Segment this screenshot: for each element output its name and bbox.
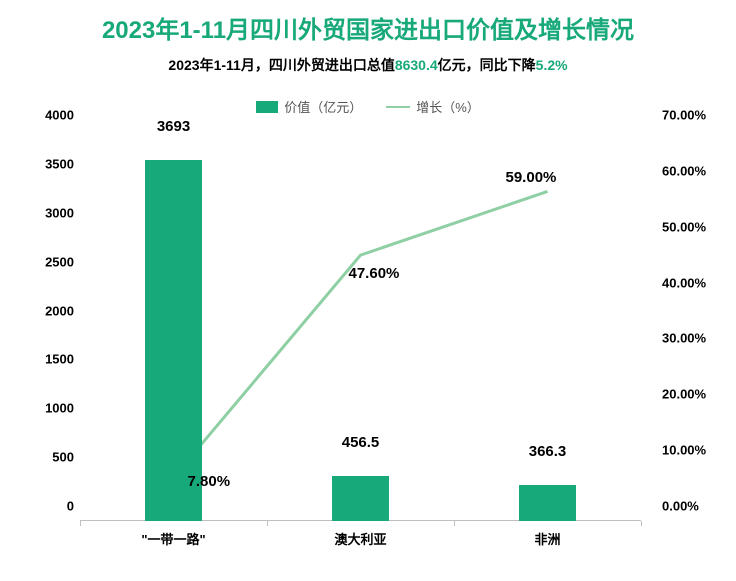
x-category-label: 澳大利亚 (334, 529, 386, 548)
legend-line-swatch (386, 106, 410, 108)
x-category-label: "一带一路" (141, 529, 205, 548)
y-left-tick: 2000 (30, 303, 80, 318)
legend-bar-swatch (256, 101, 278, 113)
chart-subtitle: 2023年1-11月，四川外贸进出口总值8630.4亿元，同比下降5.2% (0, 55, 736, 75)
subtitle-pct: 5.2% (536, 57, 568, 73)
bar (145, 160, 201, 521)
bar (332, 476, 388, 521)
y-right-tick: 50.00% (656, 219, 706, 234)
x-axis: "一带一路" 澳大利亚 非洲 (80, 521, 641, 551)
legend-bar-label: 价值（亿元） (284, 97, 362, 116)
y-left-tick: 2500 (30, 254, 80, 269)
y-right-tick: 60.00% (656, 163, 706, 178)
y-right-tick: 30.00% (656, 331, 706, 346)
y-right-axis: 0.00% 10.00% 20.00% 30.00% 40.00% 50.00% 60.00… (656, 130, 706, 521)
y-left-tick: 3000 (30, 205, 80, 220)
y-left-tick: 0 (30, 499, 80, 514)
bar-value-label: 456.5 (342, 434, 380, 455)
plot-area: 3693456.5366.37.80%47.60%59.00% (80, 130, 641, 521)
x-category-label: 非洲 (534, 529, 560, 548)
legend: 价值（亿元） 增长（%） (0, 97, 736, 116)
y-right-tick: 20.00% (656, 387, 706, 402)
y-left-axis: 05001000150020002500300035004000 (30, 130, 80, 521)
legend-line-label: 增长（%） (416, 97, 480, 116)
line-value-label: 59.00% (506, 169, 557, 186)
y-left-tick: 1000 (30, 401, 80, 416)
legend-bar: 价值（亿元） (256, 97, 362, 116)
y-right-tick: 10.00% (656, 443, 706, 458)
y-left-tick: 3500 (30, 156, 80, 171)
bar (519, 485, 575, 521)
y-left-tick: 4000 (30, 108, 80, 123)
bar-value-label: 3693 (157, 118, 190, 139)
line-value-label: 47.60% (349, 265, 400, 282)
legend-line: 增长（%） (386, 97, 480, 116)
bar-value-label: 366.3 (529, 443, 567, 464)
line-value-label: 7.80% (188, 473, 231, 490)
subtitle-prefix: 2023年1-11月，四川外贸进出口总值 (168, 57, 394, 73)
subtitle-unit: 亿元，同比下降 (438, 57, 536, 73)
chart-title: 2023年1-11月四川外贸国家进出口价值及增长情况 (0, 0, 736, 45)
y-right-tick: 70.00% (656, 108, 706, 123)
x-tick-mark (641, 521, 642, 526)
y-right-tick: 0.00% (656, 499, 706, 514)
subtitle-value: 8630.4 (395, 57, 438, 73)
y-left-tick: 500 (30, 450, 80, 465)
y-left-tick: 1500 (30, 352, 80, 367)
chart-area: 05001000150020002500300035004000 0.00%10… (30, 130, 706, 551)
y-right-tick: 40.00% (656, 275, 706, 290)
